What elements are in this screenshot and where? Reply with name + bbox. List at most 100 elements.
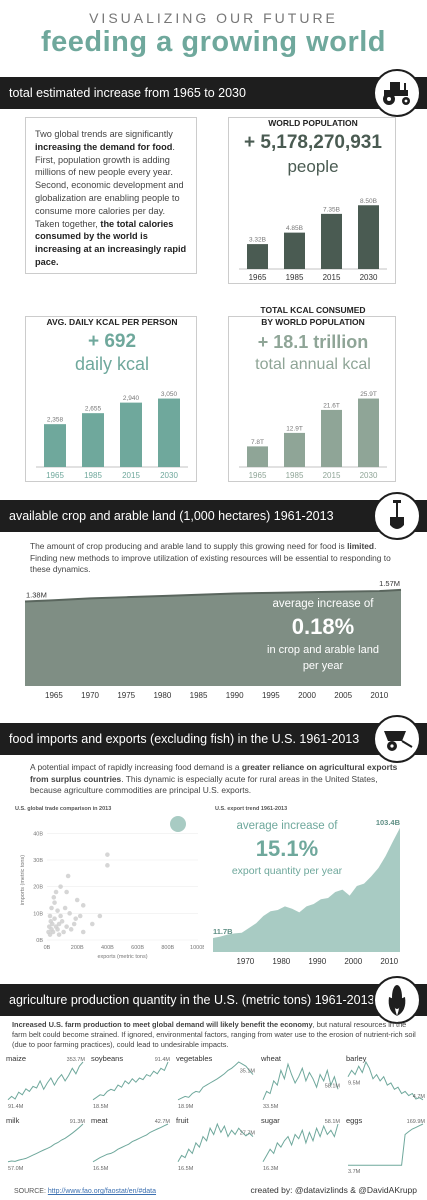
small-line-soybeans <box>92 1061 169 1101</box>
bar-1985 <box>284 232 305 269</box>
total-kcal-title-1: TOTAL KCAL CONSUMED <box>260 305 366 315</box>
x-tick-1985: 1985 <box>84 471 102 480</box>
land-x-tick-2000: 2000 <box>298 691 316 700</box>
section-banner-3: food imports and exports (excluding fish… <box>0 715 427 763</box>
small-end-milk: 91.3M <box>70 1119 86 1125</box>
bar-1965 <box>44 424 66 467</box>
small-title-vegetables: vegetables <box>176 1054 213 1063</box>
scatter-point-33 <box>55 908 60 913</box>
scatter-point-20 <box>80 929 86 935</box>
page-title: feeding a growing world <box>41 26 386 58</box>
bar-2015 <box>321 409 342 467</box>
bar-1965 <box>247 446 268 467</box>
scatter-point-5 <box>49 921 55 927</box>
small-title-maize: maize <box>6 1054 26 1063</box>
scatter-point-36 <box>73 916 78 921</box>
land-stat-line4: per year <box>302 660 344 672</box>
population-unit: people <box>287 157 339 176</box>
small-end-barley: 4.7M <box>413 1094 426 1100</box>
intro-text: Two global trends are significantly incr… <box>35 129 187 267</box>
arable-land-area-chart: 1965 1970 1975 1980 1985 1990 1995 2000 2005 2010… <box>24 579 402 700</box>
bar-label-2015: 2,940 <box>123 395 140 402</box>
x-tick-1965: 1965 <box>46 471 64 480</box>
bar-label-2030: 3,050 <box>161 391 178 398</box>
trend-x-tick-1970: 1970 <box>236 957 254 966</box>
small-end-soybeans: 91.4M <box>155 1057 171 1063</box>
small-end-sugar: 58.1M <box>325 1119 341 1125</box>
bar-label-1985: 12.9T <box>286 425 303 432</box>
shovel-icon <box>373 492 421 540</box>
scatter-x-tick-200B: 200B <box>71 945 84 951</box>
scatter-point-31 <box>61 929 66 935</box>
bar-2030 <box>358 398 379 467</box>
trend-x-tick-1980: 1980 <box>272 957 290 966</box>
source-note: SOURCE: http://www.fao.org/faostat/en/#d… <box>14 1188 157 1195</box>
kcal-unit: daily kcal <box>74 354 150 374</box>
x-tick-1965: 1965 <box>249 471 267 480</box>
source-link[interactable]: http://www.fao.org/faostat/en/#data <box>47 1188 157 1195</box>
small-end-vegetables: 35.1M <box>240 1069 256 1075</box>
export-trend-area-chart: 1970 1980 1990 2000 2010 11.7B 103.4B <box>213 818 401 966</box>
small-title-barley: barley <box>346 1054 367 1063</box>
scatter-point-16 <box>68 927 74 932</box>
bar-label-1965: 7.8T <box>251 439 264 446</box>
bar-label-1965: 2,358 <box>47 417 64 424</box>
scatter-x-tick-600B: 600B <box>131 945 144 951</box>
scatter-point-9 <box>55 927 60 932</box>
land-x-tick-1975: 1975 <box>117 691 135 700</box>
small-start-meat: 16.5M <box>93 1166 109 1172</box>
scatter-y-tick-20B: 20B <box>33 885 43 891</box>
small-start-milk: 57.0M <box>8 1166 24 1172</box>
scatter-point-12 <box>59 919 65 924</box>
scatter-point-24 <box>90 921 95 927</box>
bar-2030 <box>358 205 379 269</box>
scatter-point-14 <box>64 924 69 929</box>
scatter-point-6 <box>50 929 56 935</box>
bar-label-1965: 3.32B <box>249 237 266 244</box>
section-banner-1: total estimated increase from 1965 to 20… <box>0 69 427 117</box>
small-start-eggs: 3.7M <box>348 1169 361 1175</box>
small-title-milk: milk <box>6 1116 20 1125</box>
bar-label-2015: 21.6T <box>323 402 340 409</box>
small-line-milk <box>7 1123 84 1163</box>
bar-1985 <box>82 413 104 467</box>
small-title-wheat: wheat <box>260 1054 282 1063</box>
total-kcal-bar-chart: 7.8T 1965 12.9T 1985 21.6T 2015 25.9T 2030 <box>239 391 387 480</box>
export-area <box>213 827 400 952</box>
trend-end-label: 103.4B <box>376 818 401 827</box>
scatter-point-27 <box>105 852 110 857</box>
land-text: The amount of crop producing and arable … <box>30 541 391 575</box>
scatter-point-37 <box>64 889 69 895</box>
scatter-point-21 <box>58 884 63 889</box>
section-banner-2: available crop and arable land (1,000 he… <box>0 492 427 540</box>
total-kcal-unit: total annual kcal <box>255 356 371 373</box>
land-stat-line3: in crop and arable land <box>267 644 379 656</box>
small-line-sugar <box>262 1123 339 1163</box>
scatter-x-tick-400B: 400B <box>101 945 114 951</box>
trade-stat-value: 15.1% <box>255 836 319 861</box>
section-title-4: agriculture production quantity in the U… <box>9 993 375 1007</box>
small-start-maize: 91.4M <box>8 1104 24 1110</box>
scatter-point-17 <box>71 921 77 927</box>
scatter-x-tick-0B: 0B <box>44 945 51 951</box>
small-title-soybeans: soybeans <box>91 1054 123 1063</box>
small-title-sugar: sugar <box>261 1116 280 1125</box>
scatter-point-18 <box>74 897 80 903</box>
scatter-title: U.S. global trade comparison in 2013 <box>15 806 112 812</box>
land-x-tick-1980: 1980 <box>153 691 171 700</box>
intro-card: Two global trends are significantly incr… <box>25 117 197 274</box>
tractor-icon <box>373 69 421 117</box>
section-banner-4: agriculture production quantity in the U… <box>0 976 427 1024</box>
bar-1965 <box>247 244 268 269</box>
small-start-wheat: 33.5M <box>263 1104 279 1110</box>
scatter-point-30 <box>52 900 57 905</box>
scatter-y-tick-10B: 10B <box>33 911 43 917</box>
bar-label-1985: 2,655 <box>85 406 102 413</box>
scatter-point-35 <box>56 932 62 937</box>
x-tick-2015: 2015 <box>122 471 140 480</box>
kcal-increase: + 692 <box>87 331 137 352</box>
small-end-maize: 353.7M <box>67 1057 86 1063</box>
bar-label-2015: 7.35B <box>323 206 340 213</box>
corn-icon <box>373 976 421 1024</box>
scatter-y-label: imports (metric tons) <box>20 855 26 905</box>
